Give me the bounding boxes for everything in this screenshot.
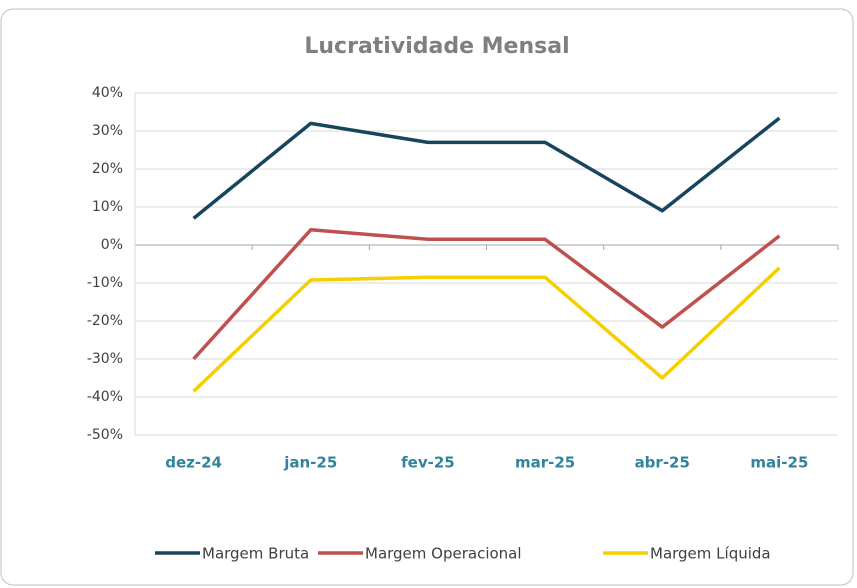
y-tick-label: 20% bbox=[92, 161, 123, 177]
chart-title: Lucratividade Mensal bbox=[304, 34, 569, 59]
x-tick-label: jan-25 bbox=[283, 454, 337, 472]
data-line bbox=[192, 228, 781, 361]
y-tick-label: -10% bbox=[87, 275, 123, 291]
x-tick-label: mai-25 bbox=[750, 454, 808, 472]
y-tick-label: -20% bbox=[87, 313, 123, 329]
y-tick-label: 0% bbox=[101, 237, 123, 253]
data-line bbox=[192, 116, 781, 220]
x-tick-label: mar-25 bbox=[515, 454, 575, 472]
x-tick-label: dez-24 bbox=[165, 454, 222, 472]
x-tick-label: fev-25 bbox=[401, 454, 455, 472]
x-tick-label: abr-25 bbox=[635, 454, 690, 472]
legend-label: Margem Líquida bbox=[650, 545, 771, 563]
y-tick-label: -40% bbox=[87, 389, 123, 405]
y-tick-label: -30% bbox=[87, 351, 123, 367]
chart-frame bbox=[0, 8, 854, 586]
y-tick-label: -50% bbox=[87, 427, 123, 443]
legend-label: Margem Operacional bbox=[365, 545, 522, 563]
y-tick-label: 40% bbox=[92, 85, 123, 101]
y-tick-label: 10% bbox=[92, 199, 123, 215]
y-tick-label: 30% bbox=[92, 123, 123, 139]
data-line bbox=[192, 266, 781, 393]
legend-label: Margem Bruta bbox=[202, 545, 309, 563]
